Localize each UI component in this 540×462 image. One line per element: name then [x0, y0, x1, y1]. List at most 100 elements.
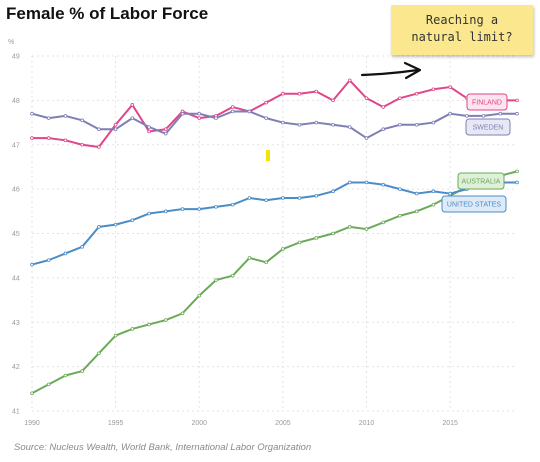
series-label-sweden: SWEDEN	[473, 125, 504, 132]
point-sweden-1993	[80, 118, 84, 123]
point-sweden-2009	[347, 125, 352, 129]
point-united_states-1992	[63, 251, 68, 256]
point-australia-2000	[197, 293, 202, 298]
point-sweden-2014	[431, 120, 436, 125]
point-united_states-1999	[180, 207, 185, 211]
point-australia-1997	[147, 322, 151, 327]
point-finland-2004	[264, 100, 268, 105]
point-finland-1993	[80, 142, 84, 147]
point-united_states-2000	[197, 207, 202, 211]
point-sweden-2011	[381, 127, 386, 132]
point-finland-1997	[147, 129, 151, 134]
point-australia-2012	[398, 213, 402, 218]
y-tick-label-49: 49	[12, 54, 20, 61]
point-australia-1996	[130, 327, 135, 331]
point-australia-2002	[230, 273, 235, 278]
point-finland-1994	[97, 145, 101, 149]
point-australia-2014	[431, 202, 436, 207]
source-caption: Source: Nucleus Wealth, World Bank, Inte…	[14, 442, 312, 453]
point-united_states-2011	[381, 182, 386, 187]
point-finland-1991	[46, 136, 51, 140]
point-finland-2008	[331, 98, 335, 103]
point-sweden-2013	[414, 122, 419, 127]
point-finland-2009	[347, 78, 352, 83]
series-label-finland: FINLAND	[472, 100, 502, 107]
point-united_states-2008	[331, 189, 335, 194]
point-sweden-1999	[180, 111, 185, 116]
point-australia-2003	[247, 256, 252, 260]
y-tick-label-47: 47	[12, 142, 20, 149]
point-finland-2000	[197, 116, 202, 120]
highlight-mark	[266, 150, 270, 161]
point-united_states-2003	[247, 196, 252, 200]
x-tick-label-2015: 2015	[442, 420, 458, 427]
point-united_states-1993	[80, 245, 84, 249]
point-sweden-1996	[130, 116, 135, 120]
point-sweden-2017	[481, 114, 486, 118]
x-tick-label-1995: 1995	[108, 420, 124, 427]
y-tick-label-48: 48	[12, 98, 20, 105]
point-finland-2012	[398, 96, 402, 100]
y-axis-unit-marker: %	[8, 39, 14, 46]
series-line-united_states	[31, 181, 517, 266]
point-australia-2010	[364, 227, 369, 231]
y-tick-label-44: 44	[12, 275, 20, 282]
series-end-labels: FINLAND SWEDEN AUSTRALIA UNITED STATES	[441, 93, 511, 213]
point-finland-2006	[297, 91, 302, 96]
point-united_states-2001	[214, 205, 218, 209]
point-sweden-2006	[297, 122, 302, 127]
point-united_states-1990	[30, 262, 34, 267]
point-australia-2005	[281, 247, 285, 251]
grid-lines	[31, 55, 517, 412]
point-finland-2019	[515, 98, 519, 103]
y-tick-label-45: 45	[12, 231, 20, 238]
point-australia-2019	[515, 169, 519, 174]
point-finland-1992	[63, 138, 68, 143]
annotation-arrow-head	[403, 61, 422, 80]
series-label-box-sweden	[465, 118, 511, 136]
point-australia-1999	[180, 311, 185, 316]
point-australia-2011	[381, 220, 386, 225]
point-united_states-2005	[281, 196, 285, 200]
point-sweden-1992	[63, 114, 68, 118]
point-finland-2007	[314, 89, 319, 94]
point-united_states-1997	[147, 211, 151, 216]
point-finland-2010	[364, 96, 369, 100]
x-axis-ticks: 1990 1995 2000 2005 2010 2015	[24, 420, 458, 427]
annotation-arrow-shaft	[360, 68, 420, 77]
y-tick-label-46: 46	[12, 187, 20, 194]
point-finland-2002	[230, 105, 235, 109]
annotation-arrow	[360, 61, 422, 80]
point-australia-1993	[80, 369, 84, 373]
series-sweden	[30, 109, 519, 140]
point-australia-1990	[30, 391, 34, 396]
point-australia-2004	[264, 260, 268, 265]
sticky-note-line-2: natural limit?	[411, 30, 513, 44]
point-united_states-1998	[163, 209, 168, 214]
y-tick-label-41: 41	[12, 409, 20, 416]
point-sweden-1990	[30, 111, 34, 116]
point-sweden-2015	[448, 111, 452, 116]
point-united_states-2010	[364, 180, 369, 185]
point-united_states-2012	[398, 187, 402, 191]
series-united_states	[30, 180, 519, 267]
point-sweden-2003	[247, 109, 252, 114]
point-sweden-1995	[113, 127, 118, 132]
point-finland-2013	[414, 91, 419, 96]
y-tick-label-43: 43	[12, 320, 20, 327]
point-finland-2014	[431, 87, 436, 92]
point-united_states-2009	[347, 180, 352, 185]
series-line-australia	[31, 170, 518, 395]
series-lines	[30, 78, 519, 396]
point-united_states-2015	[448, 191, 452, 196]
line-chart: 41 42 43 44 45 46 47 48 49 1990 1995 2000 2005 2010 2…	[8, 39, 519, 427]
point-united_states-2002	[230, 202, 235, 207]
point-sweden-2018	[498, 111, 503, 116]
point-australia-2001	[214, 278, 218, 282]
series-line-sweden	[31, 110, 517, 140]
point-australia-2006	[297, 240, 302, 245]
point-finland-2005	[281, 91, 285, 96]
chart-title: Female % of Labor Force	[6, 4, 209, 23]
point-united_states-1994	[97, 225, 101, 229]
point-sweden-2016	[465, 114, 469, 118]
